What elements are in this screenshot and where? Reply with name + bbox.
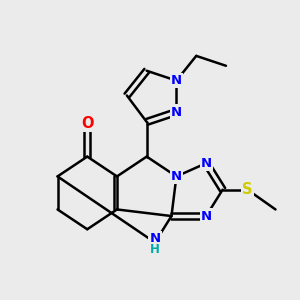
Text: H: H	[150, 243, 160, 256]
Text: S: S	[242, 182, 253, 197]
Text: N: N	[171, 170, 182, 183]
Text: N: N	[149, 232, 161, 245]
Text: O: O	[81, 116, 94, 131]
Text: N: N	[201, 209, 212, 223]
Text: N: N	[171, 106, 182, 118]
Text: N: N	[201, 157, 212, 170]
Text: N: N	[171, 74, 182, 87]
